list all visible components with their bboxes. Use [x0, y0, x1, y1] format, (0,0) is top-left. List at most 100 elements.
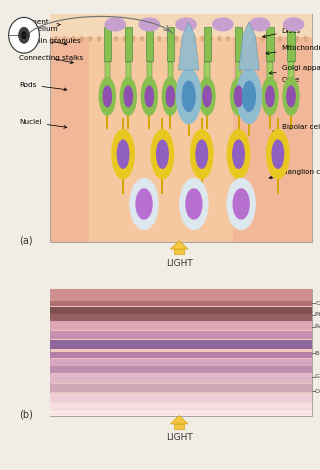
- Ellipse shape: [167, 37, 169, 41]
- Text: Bipolar cell: Bipolar cell: [272, 124, 320, 133]
- Bar: [126, 62, 131, 78]
- Ellipse shape: [262, 78, 278, 115]
- Text: Pigment
epithelium: Pigment epithelium: [19, 19, 60, 32]
- Bar: [174, 249, 184, 254]
- Ellipse shape: [218, 37, 221, 41]
- Ellipse shape: [192, 37, 195, 41]
- Ellipse shape: [284, 18, 304, 31]
- Text: Golgi apparatus: Golgi apparatus: [269, 65, 320, 74]
- Ellipse shape: [182, 81, 195, 111]
- Ellipse shape: [81, 37, 83, 41]
- Ellipse shape: [120, 78, 136, 115]
- Bar: [50, 14, 312, 37]
- Ellipse shape: [124, 86, 132, 107]
- Ellipse shape: [177, 69, 201, 124]
- Bar: [50, 366, 312, 373]
- Ellipse shape: [103, 86, 111, 107]
- Ellipse shape: [105, 18, 125, 31]
- Ellipse shape: [227, 178, 256, 230]
- Ellipse shape: [166, 86, 174, 107]
- Bar: [50, 289, 312, 416]
- Bar: [125, 27, 132, 61]
- Bar: [146, 27, 153, 61]
- Ellipse shape: [9, 17, 39, 53]
- Ellipse shape: [157, 140, 168, 168]
- Bar: [89, 14, 233, 242]
- Text: Pigment epithelium: Pigment epithelium: [315, 313, 320, 317]
- Ellipse shape: [175, 37, 178, 41]
- Ellipse shape: [186, 189, 202, 219]
- Ellipse shape: [230, 78, 246, 115]
- Ellipse shape: [236, 37, 238, 41]
- Ellipse shape: [149, 37, 152, 41]
- Ellipse shape: [176, 18, 196, 31]
- Ellipse shape: [243, 81, 255, 111]
- Ellipse shape: [199, 78, 215, 115]
- Text: (b): (b): [19, 409, 33, 420]
- Ellipse shape: [233, 140, 244, 168]
- Ellipse shape: [106, 37, 109, 41]
- Ellipse shape: [227, 37, 229, 41]
- Text: (a): (a): [19, 235, 33, 246]
- Bar: [50, 384, 312, 392]
- Bar: [50, 352, 312, 358]
- Text: Nuclei: Nuclei: [19, 119, 67, 128]
- Bar: [50, 289, 312, 301]
- Ellipse shape: [233, 189, 249, 219]
- Ellipse shape: [158, 37, 161, 41]
- Ellipse shape: [237, 69, 261, 124]
- Ellipse shape: [249, 18, 270, 31]
- Text: Rods and cones: Rods and cones: [315, 324, 320, 329]
- Bar: [204, 62, 210, 78]
- Text: Bipolar cells: Bipolar cells: [315, 351, 320, 356]
- Ellipse shape: [227, 130, 250, 179]
- Text: Rods: Rods: [19, 82, 67, 91]
- Ellipse shape: [191, 130, 213, 179]
- Bar: [50, 307, 312, 314]
- Ellipse shape: [196, 140, 208, 168]
- Bar: [168, 62, 173, 78]
- Bar: [236, 62, 241, 78]
- Ellipse shape: [270, 37, 272, 41]
- Text: Cone: Cone: [266, 77, 300, 85]
- Ellipse shape: [124, 37, 126, 41]
- Bar: [50, 321, 312, 330]
- Text: Ganglion cells: Ganglion cells: [315, 375, 320, 379]
- Text: Choroid: Choroid: [315, 301, 320, 306]
- Text: Mitochondria: Mitochondria: [266, 45, 320, 55]
- Text: Discs: Discs: [263, 28, 301, 38]
- Polygon shape: [171, 415, 188, 424]
- Bar: [105, 62, 110, 78]
- Ellipse shape: [287, 86, 295, 107]
- Ellipse shape: [283, 78, 299, 115]
- Ellipse shape: [234, 86, 243, 107]
- Ellipse shape: [162, 78, 178, 115]
- Ellipse shape: [244, 37, 247, 41]
- Ellipse shape: [278, 37, 281, 41]
- Ellipse shape: [19, 27, 29, 43]
- Polygon shape: [171, 241, 188, 249]
- Ellipse shape: [253, 37, 255, 41]
- Ellipse shape: [117, 140, 129, 168]
- Bar: [147, 62, 152, 78]
- Ellipse shape: [55, 37, 57, 41]
- Polygon shape: [179, 22, 199, 70]
- Ellipse shape: [139, 18, 159, 31]
- Bar: [50, 393, 312, 402]
- Bar: [50, 314, 312, 321]
- Ellipse shape: [132, 37, 135, 41]
- Text: Melanin granules: Melanin granules: [19, 39, 81, 45]
- Text: Optic nerve axons: Optic nerve axons: [315, 389, 320, 393]
- Ellipse shape: [21, 31, 27, 39]
- Ellipse shape: [151, 130, 174, 179]
- Ellipse shape: [296, 37, 298, 41]
- Bar: [50, 340, 312, 349]
- Bar: [204, 27, 211, 61]
- Ellipse shape: [130, 178, 158, 230]
- Ellipse shape: [266, 86, 274, 107]
- Bar: [288, 62, 293, 78]
- Ellipse shape: [267, 130, 289, 179]
- Ellipse shape: [63, 37, 66, 41]
- Ellipse shape: [184, 37, 186, 41]
- Ellipse shape: [287, 37, 290, 41]
